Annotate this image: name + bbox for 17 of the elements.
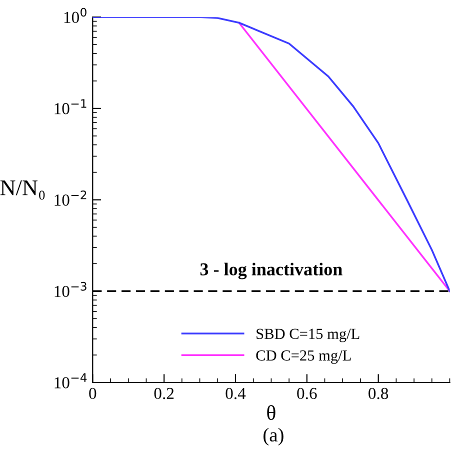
line-series [92,17,450,292]
x-tick-label: 0.8 [368,388,388,400]
y-tick-label: 10$^{−3}$ [54,282,86,298]
ref-line-label: 3 - log inactivation [200,262,342,280]
legend-label: CD C=25 mg/L [256,350,351,364]
y-axis-title: N/N₀ [0,180,45,200]
y-tick-label: 10$^{−4}$ [54,373,87,388]
x-tick-label: 0.6 [297,388,317,400]
y-tick-label: 10$^{0}$ [64,8,86,24]
text: (a) [264,428,284,446]
legend-label: SBD C=15 mg/L [256,328,360,342]
y-tick-label: 10$^{−1}$ [54,99,86,114]
y-tick-label: 10$^{−2}$ [54,190,86,206]
x-axis-title: θ [267,405,276,420]
x-tick-label: 0.4 [226,388,246,400]
x-tick-label: 0.2 [154,388,174,400]
x-tick-label: 0 [89,388,96,400]
